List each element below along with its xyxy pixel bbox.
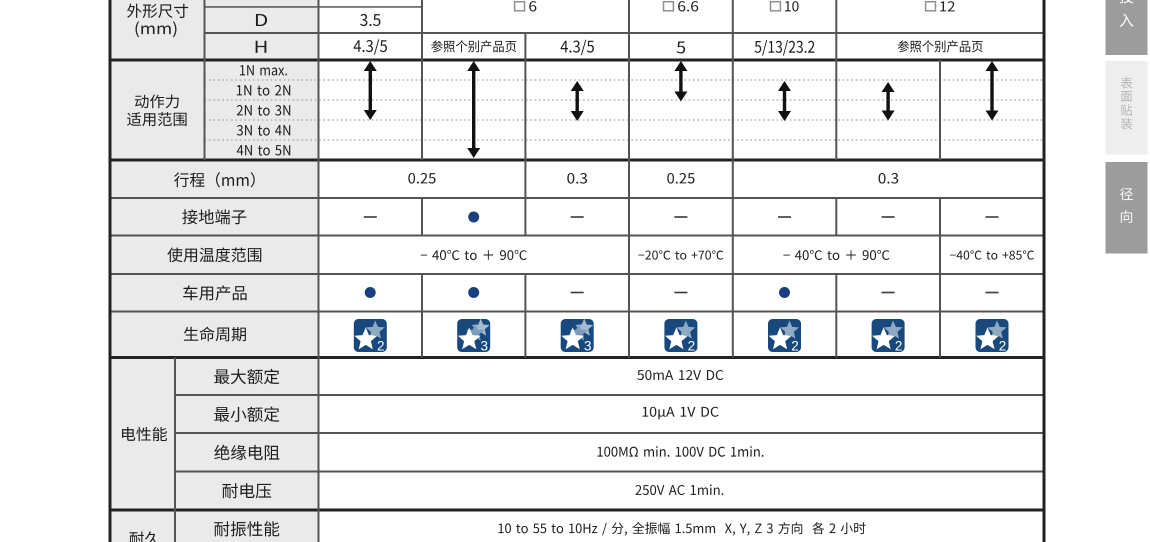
svg-text:2: 2	[895, 339, 903, 354]
svg-text:3: 3	[584, 339, 592, 354]
svg-text:2: 2	[377, 339, 385, 354]
svg-text:2: 2	[791, 339, 799, 354]
svg-text:2: 2	[688, 339, 696, 354]
svg-text:3: 3	[480, 339, 488, 354]
svg-text:2: 2	[999, 339, 1007, 354]
